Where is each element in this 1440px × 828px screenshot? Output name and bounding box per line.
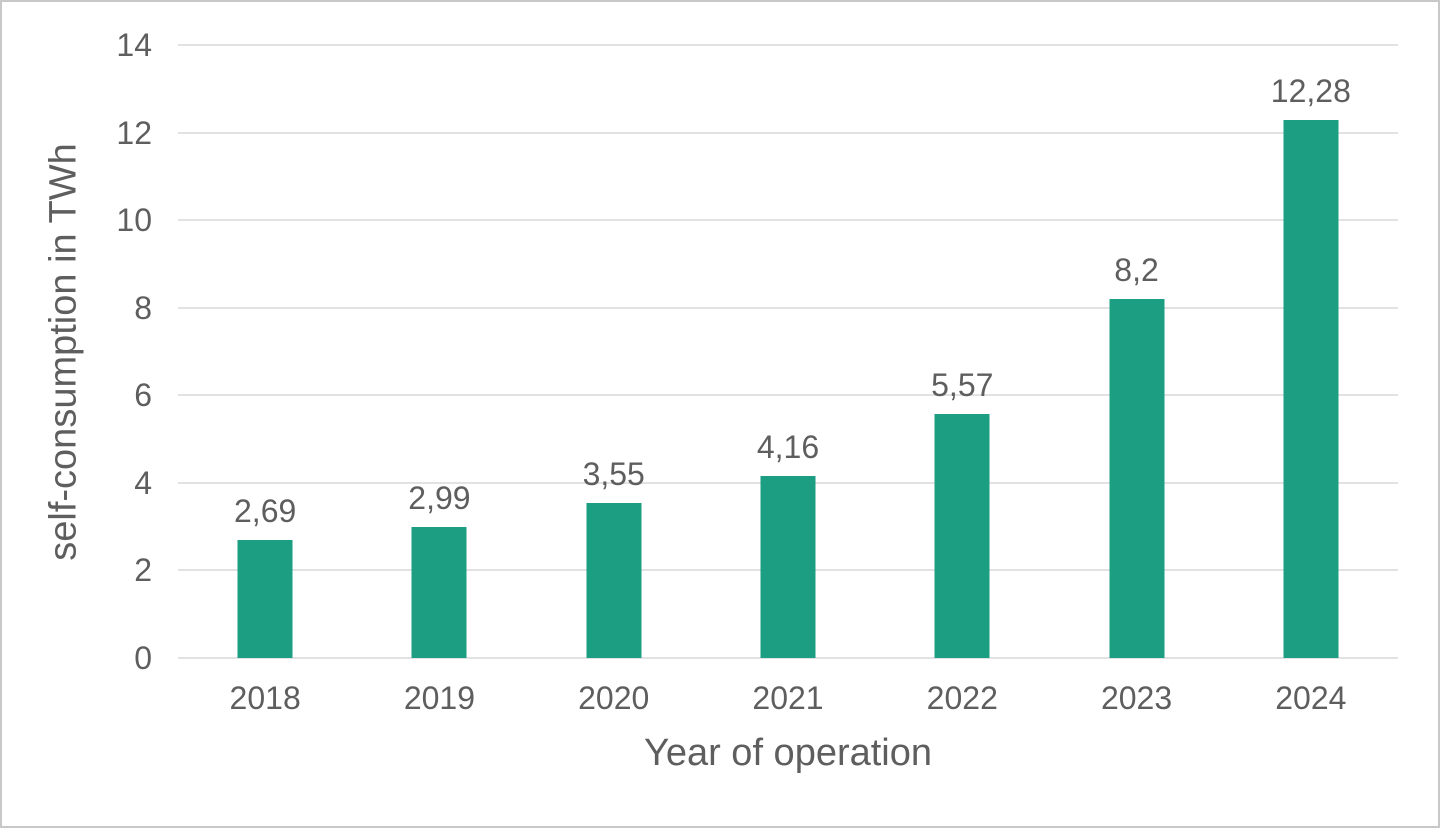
y-axis-tick-label: 0 — [134, 640, 152, 676]
y-axis-tick-label: 4 — [134, 464, 152, 501]
y-axis-tick-label: 12 — [116, 114, 152, 151]
bar-slot-2019: 2,99 — [352, 45, 526, 658]
x-axis-title: Year of operation — [643, 732, 933, 774]
value-label-2021: 4,16 — [756, 428, 820, 465]
bar-2021 — [760, 475, 816, 658]
gridline — [178, 131, 1398, 134]
value-label-2019: 2,99 — [408, 480, 471, 517]
y-axis-tick-label: 14 — [116, 27, 152, 63]
bar-slot-2024: 12,28 — [1224, 45, 1398, 658]
x-axis-ticks: 2018 2019 2020 2021 2022 2023 2024 — [178, 678, 1398, 718]
x-axis-tick-label-2021: 2021 — [752, 680, 824, 716]
value-label-2020: 3,55 — [582, 455, 645, 492]
gridline — [178, 306, 1398, 309]
gridline — [178, 219, 1398, 222]
x-axis-tick-label-2018: 2018 — [229, 680, 301, 716]
y-axis-tick-label: 10 — [116, 202, 152, 239]
plot-area: 2,69 2,99 3,55 4,16 5,57 8,2 12,28 — [178, 44, 1398, 659]
x-axis-tick-label-2020: 2020 — [578, 680, 650, 716]
value-label-2018: 2,69 — [234, 493, 297, 530]
y-axis-ticks: 0 2 4 6 8 10 12 14 — [2, 2, 152, 826]
x-axis-tick-label-2022: 2022 — [926, 680, 998, 716]
value-label-2022: 5,57 — [931, 367, 994, 404]
bar-slot-2020: 3,55 — [527, 45, 701, 658]
bar-2024 — [1283, 120, 1339, 658]
x-axis-tick-label-2023: 2023 — [1100, 680, 1173, 716]
bar-slot-2018: 2,69 — [178, 45, 352, 658]
y-axis-tick-label: 8 — [134, 289, 152, 326]
bar-2020 — [586, 502, 642, 658]
x-axis-tick-label-2024: 2024 — [1275, 680, 1347, 716]
gridline — [178, 44, 1398, 46]
gridline — [178, 657, 1398, 659]
value-label-2023: 8,2 — [1114, 252, 1159, 288]
gridline — [178, 394, 1398, 397]
y-axis-tick-label: 6 — [134, 377, 152, 414]
y-axis-tick-label: 2 — [134, 552, 152, 589]
x-axis-tick-label-2019: 2019 — [403, 680, 476, 716]
bar-slot-2022: 5,57 — [875, 45, 1049, 658]
value-label-2024: 12,28 — [1270, 73, 1351, 110]
bar-2019 — [411, 527, 467, 658]
bar-2022 — [934, 414, 990, 658]
bar-2018 — [237, 540, 293, 658]
bar-slot-2021: 4,16 — [701, 45, 875, 658]
bars-row: 2,69 2,99 3,55 4,16 5,57 8,2 12,28 — [178, 45, 1398, 658]
bar-2023 — [1109, 299, 1165, 658]
bar-slot-2023: 8,2 — [1049, 45, 1223, 658]
